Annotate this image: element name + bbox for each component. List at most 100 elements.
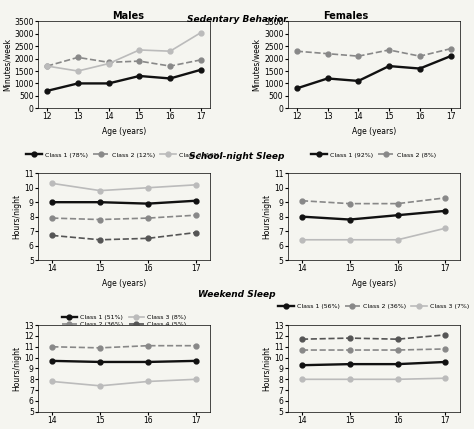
Class 2 (36%) (49, 215, 55, 221)
Class 1 (51%) (193, 198, 199, 203)
Class 4 (5%) (145, 236, 151, 241)
Line: Class 2 (8%): Class 2 (8%) (294, 46, 453, 59)
Legend: Class 1 (56%), Class 2 (36%), Class 3 (7%): Class 1 (56%), Class 2 (36%), Class 3 (7… (277, 303, 471, 311)
X-axis label: Age (years): Age (years) (102, 279, 146, 288)
Class 4 (5%) (193, 230, 199, 235)
Legend: Class 1 (92%), Class 2 (8%): Class 1 (92%), Class 2 (8%) (310, 151, 438, 159)
Text: School-night Sleep: School-night Sleep (189, 152, 285, 161)
Class 3 (8%) (299, 377, 305, 382)
Class 1 (51%) (299, 363, 305, 368)
Class 3 (8%) (193, 182, 199, 187)
Y-axis label: Minutes/week: Minutes/week (252, 38, 261, 91)
Class 1 (78%) (75, 81, 81, 86)
Class 3 (10%) (198, 30, 204, 35)
Class 1 (51%) (97, 199, 103, 205)
Class 2 (8%) (386, 47, 392, 52)
Line: Class 2 (12%): Class 2 (12%) (45, 55, 203, 69)
Line: Class 2 (36%): Class 2 (36%) (50, 213, 198, 222)
Y-axis label: Hours/night: Hours/night (262, 194, 271, 239)
Class 3 (7%) (299, 237, 305, 242)
Class 1 (56%) (347, 217, 353, 222)
Class 1 (92%) (294, 86, 300, 91)
Line: Class 1 (92%): Class 1 (92%) (294, 54, 453, 91)
Class 1 (56%) (395, 213, 401, 218)
Class 3 (10%) (137, 47, 142, 52)
Class 2 (36%) (443, 195, 448, 200)
Class 2 (12%) (137, 58, 142, 63)
Class 1 (56%) (299, 214, 305, 219)
Class 3 (8%) (97, 188, 103, 193)
Line: Class 1 (79%): Class 1 (79%) (50, 359, 198, 364)
Y-axis label: Hours/night: Hours/night (12, 346, 21, 391)
Text: Sedentary Behavior: Sedentary Behavior (187, 15, 287, 24)
Class 2 (16%) (49, 344, 55, 349)
Line: Class 1 (56%): Class 1 (56%) (300, 208, 448, 222)
Class 1 (92%) (448, 54, 454, 59)
Class 1 (92%) (386, 63, 392, 69)
Class 1 (78%) (106, 81, 111, 86)
Class 2 (12%) (106, 60, 111, 65)
Legend: Class 1 (51%), Class 2 (36%), Class 3 (8%), Class 4 (5%): Class 1 (51%), Class 2 (36%), Class 3 (8… (60, 314, 188, 328)
Class 2 (16%) (145, 343, 151, 348)
X-axis label: Age (years): Age (years) (352, 279, 396, 288)
X-axis label: Age (years): Age (years) (352, 127, 396, 136)
Class 2 (12%) (167, 63, 173, 69)
Class 2 (12%) (75, 55, 81, 60)
Class 2 (30%) (443, 346, 448, 351)
Class 2 (30%) (299, 347, 305, 353)
Class 3 (10%) (167, 48, 173, 54)
Class 4 (5%) (395, 337, 401, 342)
Line: Class 3 (8%): Class 3 (8%) (300, 376, 448, 382)
Class 4 (5%) (49, 233, 55, 238)
Class 1 (79%) (145, 360, 151, 365)
Class 1 (51%) (49, 199, 55, 205)
Y-axis label: Minutes/week: Minutes/week (2, 38, 11, 91)
Class 1 (56%) (443, 208, 448, 214)
Line: Class 2 (36%): Class 2 (36%) (300, 196, 448, 206)
Class 3 (10%) (106, 61, 111, 66)
Class 1 (79%) (193, 358, 199, 363)
Class 2 (8%) (356, 54, 361, 59)
Class 1 (92%) (417, 66, 423, 71)
Line: Class 3 (8%): Class 3 (8%) (50, 181, 198, 193)
Legend: Class 1 (78%), Class 2 (12%), Class 3 (10%): Class 1 (78%), Class 2 (12%), Class 3 (1… (25, 151, 223, 159)
Text: Males: Males (112, 11, 144, 21)
Class 3 (8%) (395, 377, 401, 382)
Class 2 (8%) (417, 54, 423, 59)
Class 2 (36%) (97, 217, 103, 222)
Class 2 (36%) (145, 215, 151, 221)
Class 2 (16%) (97, 345, 103, 350)
Class 1 (78%) (44, 88, 50, 94)
Class 1 (78%) (198, 67, 204, 73)
Line: Class 4 (5%): Class 4 (5%) (50, 230, 198, 242)
Class 2 (8%) (448, 46, 454, 51)
Class 1 (79%) (49, 358, 55, 363)
Line: Class 4 (5%): Class 4 (5%) (300, 332, 448, 341)
Class 3 (7%) (395, 237, 401, 242)
Class 1 (51%) (145, 201, 151, 206)
Class 4 (5%) (97, 237, 103, 242)
Class 1 (51%) (347, 362, 353, 367)
Line: Class 3 (6%): Class 3 (6%) (50, 377, 198, 388)
Class 3 (7%) (347, 237, 353, 242)
Class 3 (8%) (443, 376, 448, 381)
Class 2 (8%) (294, 48, 300, 54)
Class 3 (6%) (49, 379, 55, 384)
Class 2 (30%) (395, 347, 401, 353)
Class 3 (10%) (44, 63, 50, 69)
Class 1 (79%) (97, 360, 103, 365)
Line: Class 1 (51%): Class 1 (51%) (50, 198, 198, 206)
Class 1 (51%) (395, 362, 401, 367)
Class 2 (36%) (193, 213, 199, 218)
Class 3 (7%) (443, 226, 448, 231)
Class 1 (51%) (443, 360, 448, 365)
Class 2 (36%) (347, 201, 353, 206)
Class 3 (8%) (347, 377, 353, 382)
Line: Class 2 (16%): Class 2 (16%) (50, 343, 198, 350)
Class 1 (78%) (167, 76, 173, 81)
Class 3 (8%) (145, 185, 151, 190)
Class 3 (6%) (145, 379, 151, 384)
Text: Females: Females (323, 11, 369, 21)
Class 3 (8%) (49, 181, 55, 186)
Line: Class 3 (7%): Class 3 (7%) (300, 226, 448, 242)
